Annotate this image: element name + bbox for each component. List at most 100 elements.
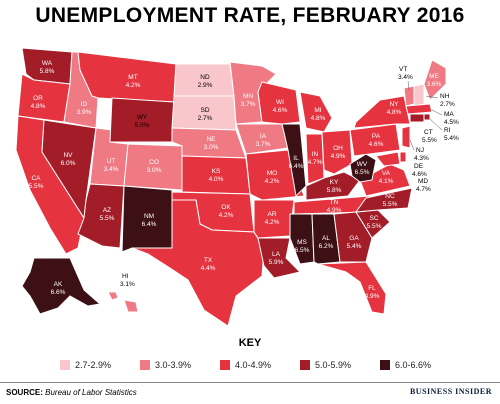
leader-NJ: [409, 139, 415, 151]
label-WV-abbr: WV: [357, 161, 368, 168]
label-KS-rate: 4.0%: [209, 176, 224, 183]
label-TN-rate: 4.9%: [327, 207, 342, 214]
label-ID-abbr: ID: [81, 101, 88, 108]
label-CA-rate: 5.5%: [29, 183, 44, 190]
source-text: Bureau of Labor Statistics: [45, 388, 137, 397]
state-RI[interactable]: [423, 113, 431, 121]
state-AL[interactable]: [311, 213, 341, 265]
legend-label-3: 4.0-4.9%: [235, 360, 272, 370]
label-OH-rate: 4.9%: [331, 153, 346, 160]
label-MO-rate: 4.2%: [265, 178, 280, 185]
label-NM-rate: 6.4%: [142, 221, 157, 228]
label-SD-rate: 2.7%: [198, 115, 213, 122]
label-WV-rate: 6.5%: [355, 169, 370, 176]
label-AZ-rate: 5.5%: [100, 215, 115, 222]
label-CA-abbr: CA: [31, 175, 41, 182]
label-FL-abbr: FL: [368, 285, 376, 292]
state-AK[interactable]: [21, 257, 102, 315]
legend-label-1: 2.7-2.9%: [75, 360, 112, 370]
business-insider-logo[interactable]: BUSINESS INSIDER: [409, 387, 492, 396]
state-PA[interactable]: [349, 123, 401, 157]
state-WV[interactable]: [349, 153, 377, 183]
label-RI-abbr: RI: [444, 127, 451, 134]
label-NE-abbr: NE: [206, 136, 216, 143]
state-MI[interactable]: [299, 91, 333, 133]
label-NC-rate: 5.5%: [383, 201, 398, 208]
legend-swatch-1: [60, 360, 70, 370]
label-ME-abbr: ME: [429, 73, 439, 80]
label-AR-abbr: AR: [267, 211, 276, 218]
label-CT-rate: 5.5%: [422, 137, 437, 144]
legend-swatch-5: [380, 360, 390, 370]
label-NH-rate: 2.7%: [440, 101, 455, 108]
state-NE[interactable]: [171, 127, 247, 159]
state-TX[interactable]: [131, 199, 265, 327]
legend-swatch-2: [140, 360, 150, 370]
label-TX-abbr: TX: [204, 257, 213, 264]
label-WI-rate: 4.6%: [273, 107, 288, 114]
state-MD[interactable]: [375, 151, 401, 167]
leader-MA: [431, 109, 443, 116]
label-UT-rate: 3.4%: [104, 166, 119, 173]
label-DC-rate: 6.5%: [425, 197, 440, 204]
label-IA-abbr: IA: [260, 133, 267, 140]
state-NC[interactable]: [354, 187, 413, 213]
label-NV-abbr: NV: [63, 152, 73, 159]
label-KY-abbr: KY: [330, 179, 339, 186]
label-LA-rate: 5.9%: [269, 259, 284, 266]
label-MN-rate: 3.7%: [241, 101, 256, 108]
label-IA-rate: 3.7%: [256, 141, 271, 148]
label-LA-abbr: LA: [272, 251, 281, 258]
map-title: UNEMPLOYMENT RATE, FEBRUARY 2016: [35, 4, 465, 27]
legend-item-5: 6.0-6.6%: [380, 358, 431, 372]
label-MN-abbr: MN: [243, 93, 253, 100]
state-HI[interactable]: [107, 291, 119, 301]
state-NH[interactable]: [413, 83, 425, 107]
label-RI-rate: 5.4%: [444, 135, 459, 142]
label-DE-abbr: DE: [414, 163, 424, 170]
state-NJ[interactable]: [401, 125, 411, 149]
state-CT[interactable]: [409, 113, 425, 123]
leader-VT: [407, 80, 410, 91]
state-NY[interactable]: [353, 95, 411, 129]
label-NE-rate: 3.0%: [204, 144, 219, 151]
state-VA[interactable]: [359, 163, 411, 197]
label-CT-abbr: CT: [424, 129, 433, 136]
state-HI-2[interactable]: [123, 299, 139, 313]
label-CO-rate: 3.0%: [147, 167, 162, 174]
state-ME[interactable]: [423, 59, 447, 101]
label-VA-rate: 4.1%: [379, 178, 394, 185]
label-OR-rate: 4.8%: [31, 103, 46, 110]
label-NJ-rate: 4.3%: [414, 155, 429, 162]
state-DE[interactable]: [399, 151, 407, 163]
label-MD-rate: 4.7%: [416, 186, 431, 193]
legend-item-1: 2.7-2.9%: [60, 358, 111, 372]
label-AL-rate: 6.2%: [319, 243, 334, 250]
state-AR[interactable]: [253, 199, 295, 239]
state-GA[interactable]: [333, 211, 373, 263]
state-MA[interactable]: [405, 103, 433, 115]
legend-label-4: 5.0-5.9%: [315, 360, 352, 370]
label-AZ-abbr: AZ: [103, 207, 111, 214]
state-MS[interactable]: [289, 213, 315, 265]
label-WA-abbr: WA: [42, 60, 53, 67]
label-WA-rate: 5.8%: [40, 68, 55, 75]
label-AK-abbr: AK: [54, 281, 63, 288]
label-NV-rate: 6.0%: [61, 160, 76, 167]
state-IL[interactable]: [281, 123, 307, 198]
state-MT[interactable]: [77, 51, 177, 103]
legend-item-3: 4.0-4.9%: [220, 358, 271, 372]
label-MT-abbr: MT: [128, 74, 137, 81]
state-FL[interactable]: [317, 261, 387, 315]
state-KS[interactable]: [181, 155, 251, 195]
label-DE-rate: 4.6%: [412, 171, 427, 178]
state-OH[interactable]: [321, 129, 353, 175]
label-SC-abbr: SC: [369, 215, 378, 222]
label-GA-rate: 5.4%: [347, 243, 362, 250]
label-WY-abbr: WY: [137, 114, 148, 121]
state-MO[interactable]: [245, 149, 305, 201]
label-ID-rate: 3.9%: [77, 109, 92, 116]
label-NM-abbr: NM: [144, 213, 154, 220]
label-IL-abbr: IL: [293, 155, 299, 162]
leader-NH: [425, 95, 439, 99]
